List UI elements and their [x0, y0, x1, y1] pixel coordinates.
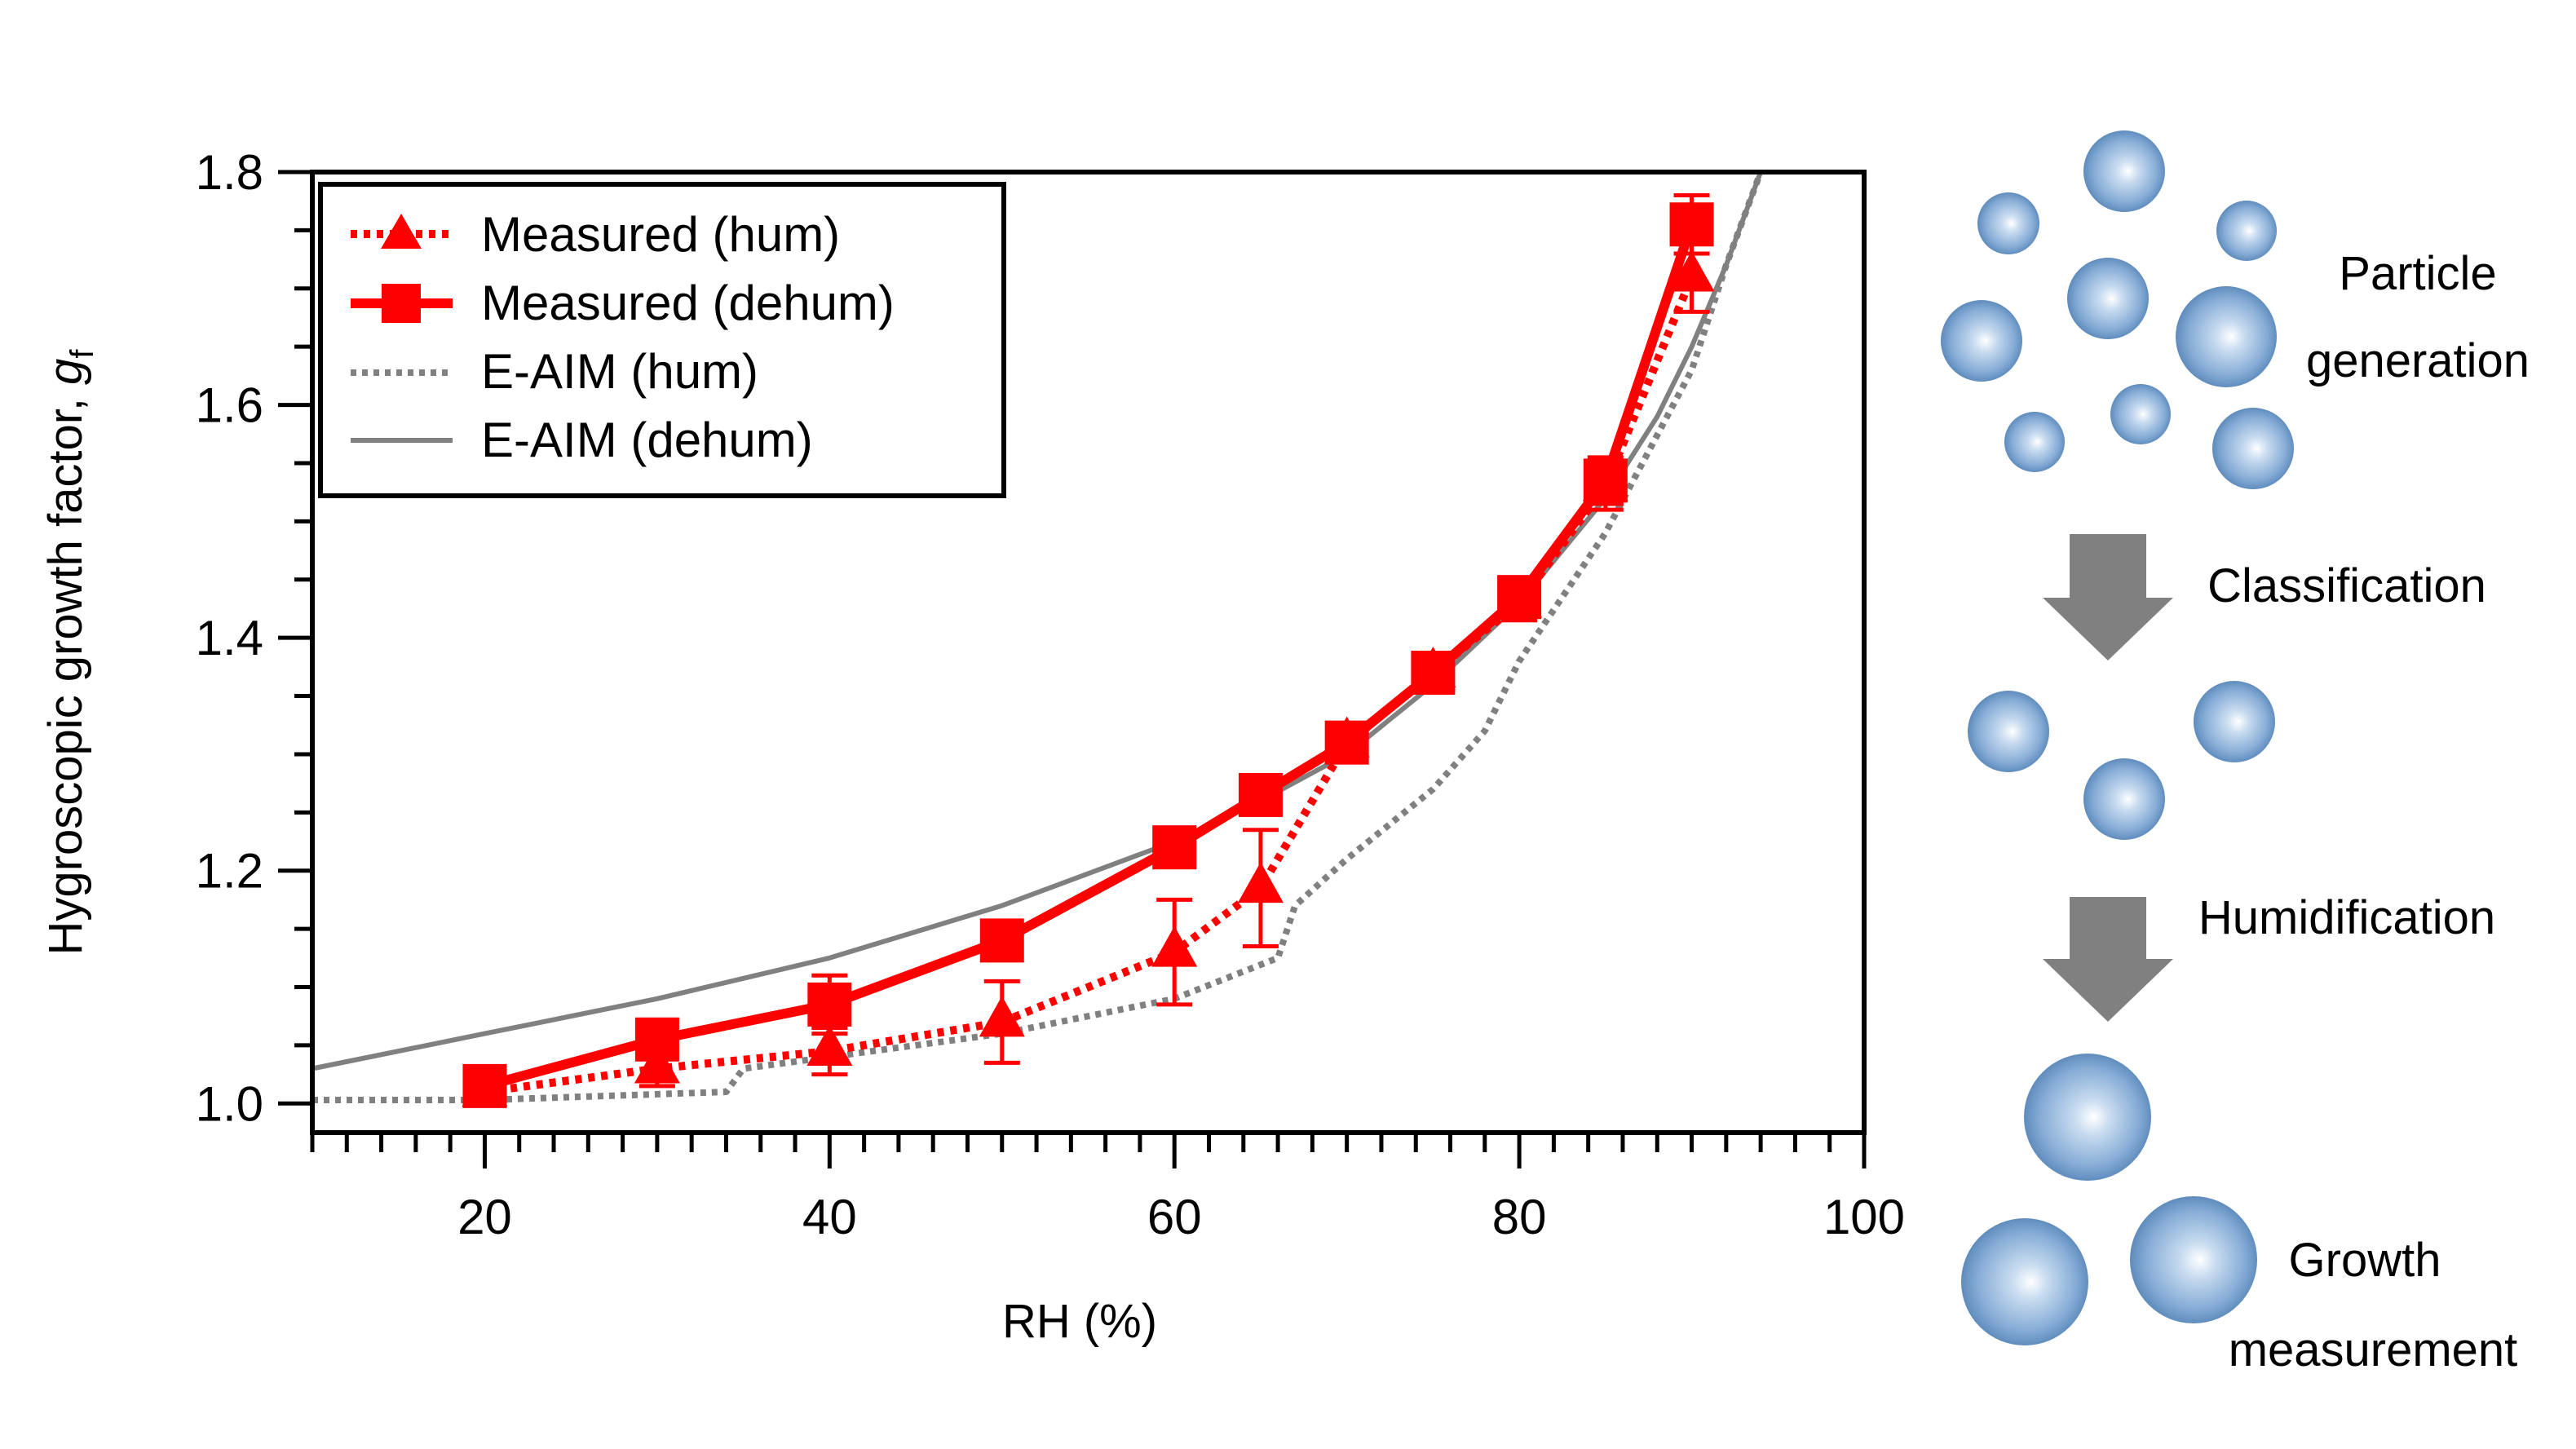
- particle-bubble: [2083, 758, 2165, 840]
- particle-bubble: [2067, 258, 2149, 339]
- square-marker: [1497, 575, 1542, 620]
- particle-bubble: [2194, 681, 2275, 762]
- step-label: generation: [2306, 334, 2530, 387]
- particle-bubble: [1961, 1218, 2088, 1345]
- legend-triangle-marker: [381, 214, 422, 249]
- triangle-marker: [1237, 862, 1284, 903]
- particle-bubble: [2083, 130, 2165, 212]
- square-marker: [1324, 720, 1369, 765]
- legend-entry-eaim-hum: E-AIM (hum): [351, 344, 758, 399]
- legend-label: E-AIM (dehum): [481, 413, 813, 467]
- triangle-marker: [1668, 250, 1715, 292]
- plot-frame: [310, 170, 1867, 1135]
- legend-entry-eaim-dehum: E-AIM (dehum): [351, 413, 813, 467]
- classified-particles-group: [1968, 681, 2275, 840]
- particle-bubble: [2004, 412, 2065, 472]
- x-tick-label: 60: [1147, 1190, 1202, 1244]
- triangle-marker: [1151, 926, 1198, 967]
- x-axis-title: RH (%): [1002, 1295, 1157, 1348]
- particle-bubble: [2216, 201, 2277, 261]
- chart-marks: [312, 170, 1764, 1108]
- legend-square-marker: [382, 284, 421, 323]
- particle-generation-group: Particle generation: [1941, 130, 2530, 489]
- square-marker: [1152, 825, 1197, 870]
- square-marker: [634, 1017, 679, 1062]
- y-tick-label: 1.4: [196, 611, 263, 665]
- x-tick-label: 20: [457, 1190, 512, 1244]
- step-label: measurement: [2229, 1323, 2518, 1376]
- series-measured-dehum: [462, 193, 1714, 1108]
- particle-bubble: [1941, 300, 2022, 382]
- humidification-arrow-icon: [2043, 897, 2173, 1022]
- particle-bubble: [2130, 1196, 2257, 1323]
- square-marker: [1238, 772, 1283, 817]
- chart-axes: 20 40 60 80 100 1.0 1.2 1.4 1.6 1.8: [196, 145, 1905, 1244]
- triangle-marker: [634, 1042, 680, 1084]
- x-tick-label: 80: [1492, 1190, 1547, 1244]
- square-marker: [1669, 202, 1714, 247]
- step-label: Growth: [2289, 1234, 2441, 1287]
- square-marker: [1411, 650, 1456, 695]
- legend-entry-measured-hum: Measured (hum): [351, 207, 840, 262]
- step-label: Humidification: [2198, 891, 2495, 944]
- y-tick-label: 1.6: [196, 378, 263, 433]
- y-tick-label: 1.0: [196, 1076, 263, 1131]
- step-label: Particle: [2339, 247, 2496, 300]
- particle-bubble: [1968, 691, 2049, 772]
- legend-label: Measured (hum): [481, 207, 840, 262]
- square-marker: [462, 1063, 507, 1108]
- chart: 20 40 60 80 100 1.0 1.2 1.4 1.6 1.8 RH (%) Hygros…: [39, 145, 1905, 1348]
- triangle-marker: [979, 996, 1025, 1037]
- triangle-marker: [806, 1025, 853, 1067]
- legend-label: E-AIM (hum): [481, 344, 758, 399]
- x-tick-label: 100: [1823, 1190, 1905, 1244]
- y-tick-label: 1.2: [196, 844, 263, 899]
- particle-bubble: [2110, 384, 2171, 444]
- square-marker: [979, 918, 1024, 963]
- legend: Measured (hum) Measured (dehum) E-AIM (h…: [318, 182, 1006, 498]
- schematic: Particle generation Classification Humid…: [1941, 130, 2530, 1376]
- legend-label: Measured (dehum): [481, 276, 895, 330]
- y-axis-title: Hygroscopic growth factor, gf: [39, 349, 100, 956]
- particle-bubble: [2024, 1054, 2151, 1181]
- legend-entry-measured-dehum: Measured (dehum): [351, 276, 895, 330]
- classification-arrow-icon: [2043, 534, 2173, 660]
- square-marker: [807, 982, 852, 1027]
- x-tick-label: 40: [802, 1190, 857, 1244]
- grown-particles-group: Growth measurement: [1961, 1054, 2517, 1376]
- particle-bubble: [2212, 408, 2294, 489]
- particle-bubble: [2176, 286, 2277, 387]
- y-tick-label: 1.8: [196, 145, 263, 200]
- particle-bubble: [1977, 192, 2039, 254]
- step-label: Classification: [2207, 559, 2486, 612]
- square-marker: [1583, 458, 1628, 503]
